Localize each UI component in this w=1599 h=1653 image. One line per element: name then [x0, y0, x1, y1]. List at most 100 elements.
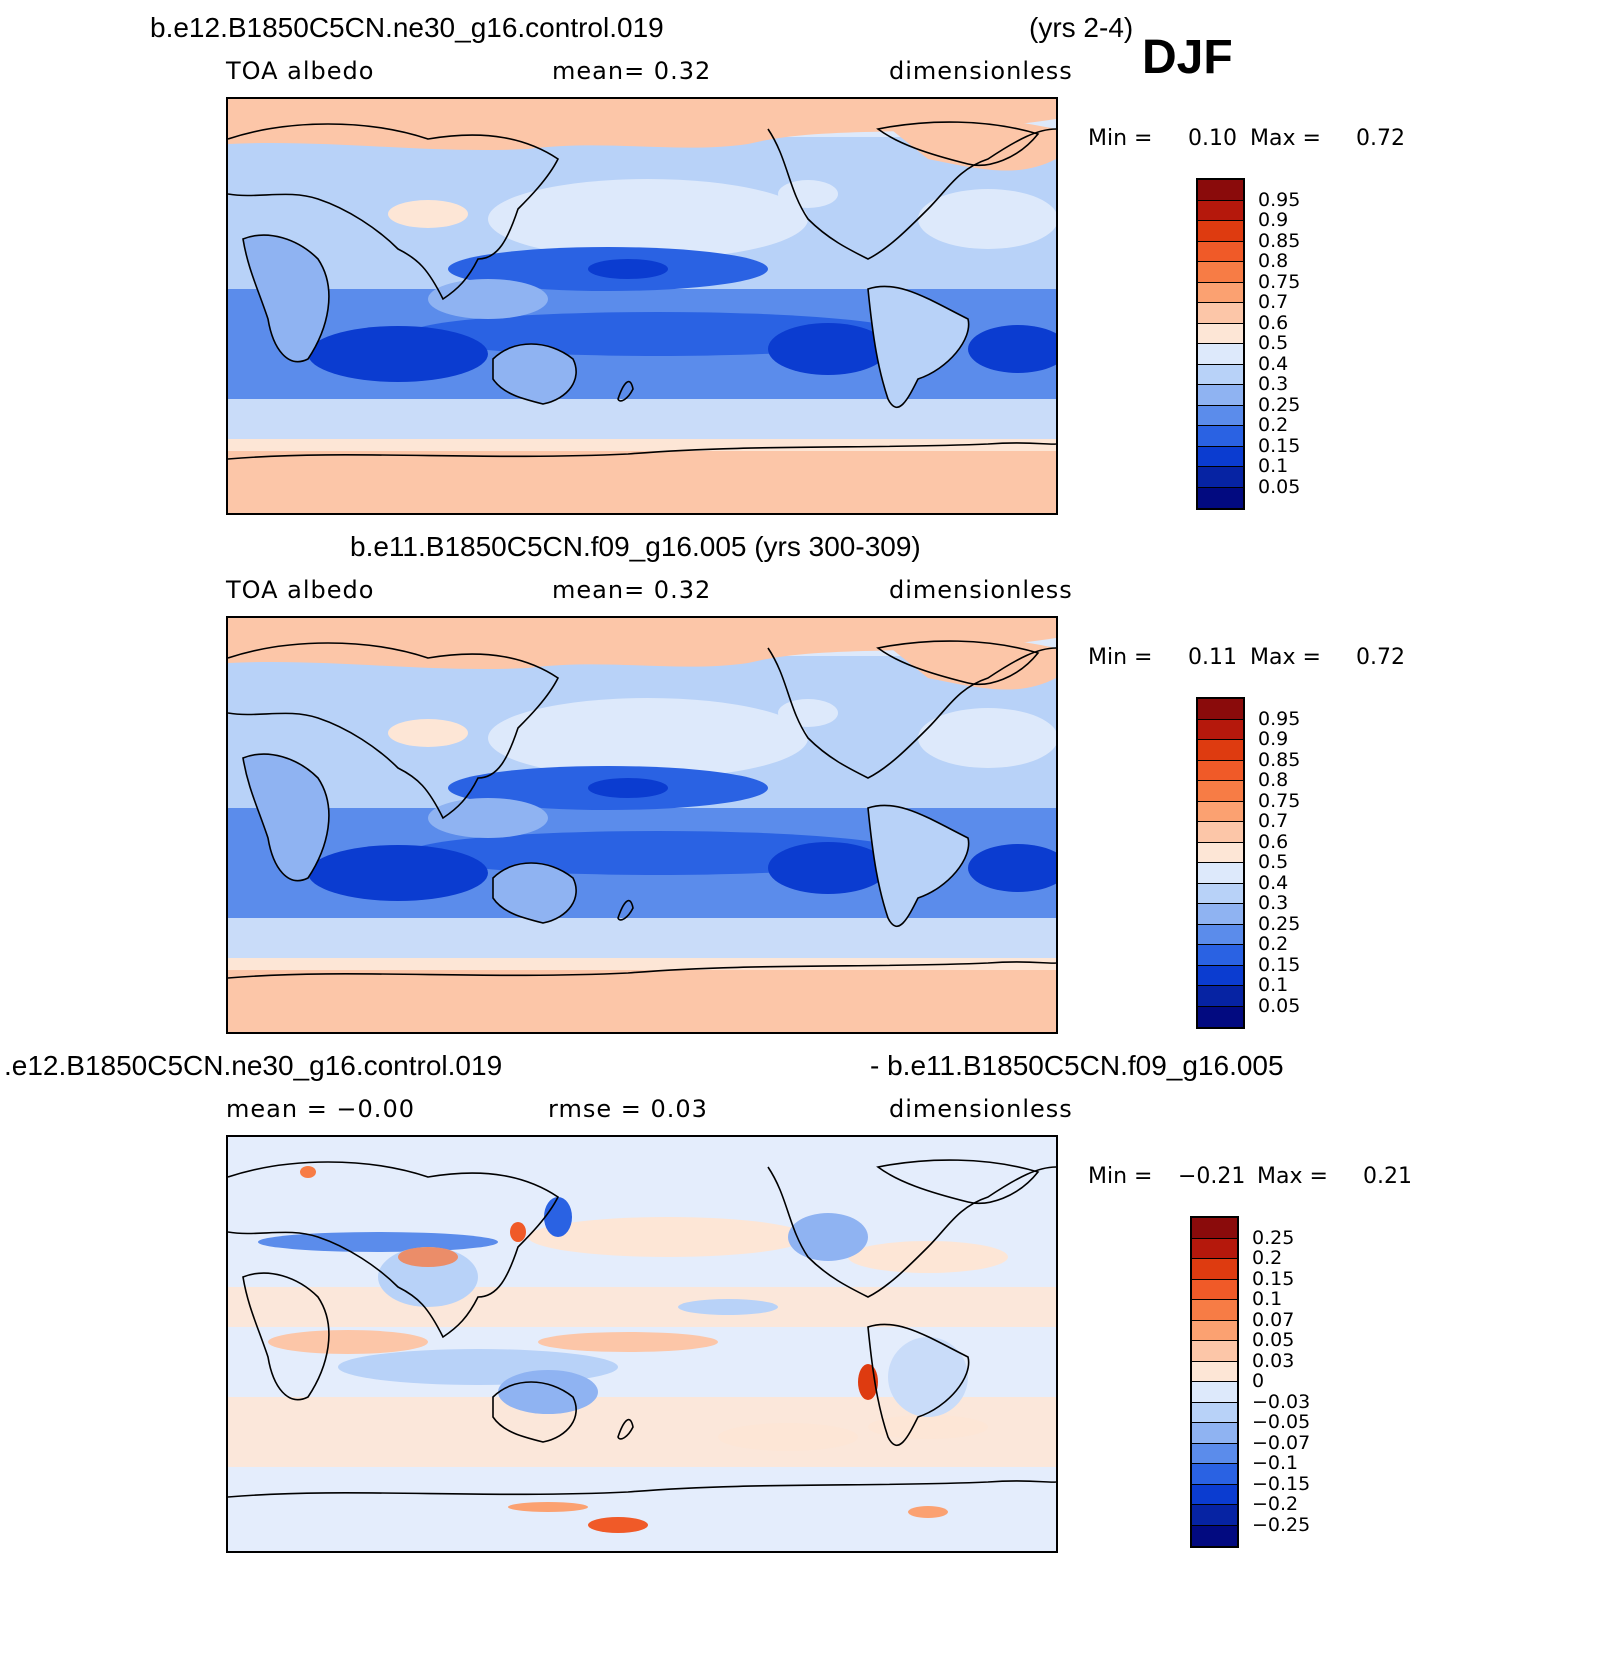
- panel3-rmse: rmse = 0.03: [548, 1095, 708, 1123]
- colorbar-swatch: [1192, 1464, 1237, 1485]
- colorbar-label: 0.8: [1258, 769, 1289, 791]
- panel1-min-label: Min =: [1088, 126, 1153, 151]
- colorbar-label: 0.15: [1258, 953, 1301, 976]
- panel2-map: [226, 616, 1058, 1034]
- colorbar-swatch: [1198, 1006, 1243, 1027]
- colorbar-label: 0.7: [1258, 810, 1289, 832]
- colorbar-swatch: [1198, 241, 1243, 262]
- colorbar-label: 0.75: [1258, 789, 1301, 812]
- panel1-variable: TOA albedo: [226, 57, 375, 85]
- colorbar-swatch: [1198, 863, 1243, 884]
- panel3-map-field: [228, 1137, 1056, 1551]
- colorbar-label: −0.25: [1252, 1513, 1311, 1536]
- colorbar-swatch: [1198, 904, 1243, 925]
- colorbar-swatches: [1196, 697, 1245, 1029]
- panel1-years: (yrs 2-4): [1029, 12, 1134, 43]
- colorbar-swatch: [1198, 760, 1243, 781]
- colorbar-label: 0.5: [1258, 851, 1289, 873]
- colorbar-swatch: [1198, 303, 1243, 324]
- colorbar-swatch: [1192, 1402, 1237, 1423]
- colorbar-label: 0.07: [1252, 1308, 1295, 1331]
- colorbar-label: 0.4: [1258, 352, 1289, 375]
- colorbar-label: 0.6: [1258, 311, 1289, 334]
- colorbar-label: −0.05: [1252, 1411, 1311, 1433]
- colorbar-swatch: [1198, 221, 1243, 242]
- colorbar-swatch: [1198, 385, 1243, 406]
- colorbar-label: 0.3: [1258, 892, 1289, 914]
- panel3-min-value: −0.21: [1178, 1164, 1246, 1189]
- colorbar-label: 0.95: [1258, 707, 1301, 730]
- colorbar-label: 0.25: [1258, 393, 1301, 416]
- colorbar-swatch: [1192, 1505, 1237, 1526]
- panel2-units: dimensionless: [889, 576, 1073, 604]
- colorbar-swatch: [1192, 1525, 1237, 1546]
- colorbar-label: 0.2: [1258, 414, 1289, 436]
- panel3-min-label: Min =: [1088, 1164, 1153, 1189]
- colorbar-label: 0.7: [1258, 291, 1289, 313]
- colorbar-label: −0.1: [1252, 1452, 1299, 1474]
- colorbar-label: −0.15: [1252, 1472, 1311, 1495]
- colorbar-swatch: [1192, 1423, 1237, 1444]
- panel3-title-left: .e12.B1850C5CN.ne30_g16.control.019: [4, 1050, 503, 1081]
- colorbar-label: 0.1: [1258, 455, 1289, 477]
- colorbar-swatch: [1192, 1443, 1237, 1464]
- colorbar-label: 0.8: [1258, 250, 1289, 272]
- colorbar-swatch: [1198, 262, 1243, 283]
- panel2-min-value: 0.11: [1188, 645, 1237, 670]
- panel3-units: dimensionless: [889, 1095, 1073, 1123]
- colorbar-label: 0.4: [1258, 871, 1289, 894]
- colorbar-label: 0.85: [1258, 748, 1301, 771]
- colorbar-label: 0.05: [1252, 1329, 1295, 1351]
- colorbar-label: 0.6: [1258, 830, 1289, 853]
- panel1-min-value: 0.10: [1188, 126, 1237, 151]
- colorbar-swatch: [1192, 1300, 1237, 1321]
- colorbar-swatch: [1198, 180, 1243, 201]
- colorbar-label: 0.95: [1258, 188, 1301, 211]
- panel2-max-value: 0.72: [1356, 645, 1405, 670]
- colorbar-label: 0.85: [1258, 229, 1301, 252]
- colorbar-swatch: [1198, 200, 1243, 221]
- colorbar-swatch: [1198, 945, 1243, 966]
- colorbar-swatch: [1198, 487, 1243, 508]
- panel1-map-field: [228, 99, 1056, 513]
- colorbar-label: 0.1: [1258, 974, 1289, 996]
- panel1-units: dimensionless: [889, 57, 1073, 85]
- colorbar-swatch: [1198, 924, 1243, 945]
- panel1-max-value: 0.72: [1356, 126, 1405, 151]
- colorbar-swatch: [1198, 719, 1243, 740]
- panel3-max-label: Max =: [1257, 1164, 1328, 1189]
- colorbar-swatch: [1198, 699, 1243, 720]
- colorbar-label: 0.9: [1258, 728, 1289, 750]
- panel3-max-value: 0.21: [1363, 1164, 1412, 1189]
- colorbar-label: 0.2: [1252, 1247, 1283, 1269]
- colorbar-swatch: [1198, 405, 1243, 426]
- colorbar-label: 0.2: [1258, 933, 1289, 955]
- colorbar-label: 0.25: [1252, 1226, 1295, 1249]
- panel3-title-right: - b.e11.B1850C5CN.f09_g16.005: [870, 1050, 1284, 1081]
- colorbar-swatch: [1192, 1279, 1237, 1300]
- colorbar-swatch: [1198, 467, 1243, 488]
- panel1-title: b.e12.B1850C5CN.ne30_g16.control.019: [150, 12, 664, 43]
- colorbar-swatch: [1192, 1238, 1237, 1259]
- panel1-mean: mean= 0.32: [552, 57, 712, 85]
- panel2-min-label: Min =: [1088, 645, 1153, 670]
- panel2-variable: TOA albedo: [226, 576, 375, 604]
- colorbar-swatch: [1192, 1341, 1237, 1362]
- panel2-title: b.e11.B1850C5CN.f09_g16.005 (yrs 300-309…: [350, 531, 921, 562]
- colorbar-swatch: [1198, 740, 1243, 761]
- panel1-max-label: Max =: [1250, 126, 1321, 151]
- colorbar-label: 0.5: [1258, 332, 1289, 354]
- colorbar-label: 0.1: [1252, 1288, 1283, 1310]
- colorbar-swatch: [1192, 1484, 1237, 1505]
- colorbar-swatch: [1192, 1361, 1237, 1382]
- colorbar-label: 0.05: [1258, 475, 1301, 498]
- colorbar-label: 0.75: [1258, 270, 1301, 293]
- colorbar-label: −0.2: [1252, 1493, 1299, 1515]
- colorbar-swatches: [1190, 1216, 1239, 1548]
- colorbar-label: 0.05: [1258, 994, 1301, 1017]
- panel3-mean: mean = −0.00: [226, 1095, 415, 1123]
- colorbar-label: −0.03: [1252, 1390, 1311, 1413]
- colorbar-swatch: [1198, 801, 1243, 822]
- panel2-max-label: Max =: [1250, 645, 1321, 670]
- colorbar-swatch: [1192, 1218, 1237, 1239]
